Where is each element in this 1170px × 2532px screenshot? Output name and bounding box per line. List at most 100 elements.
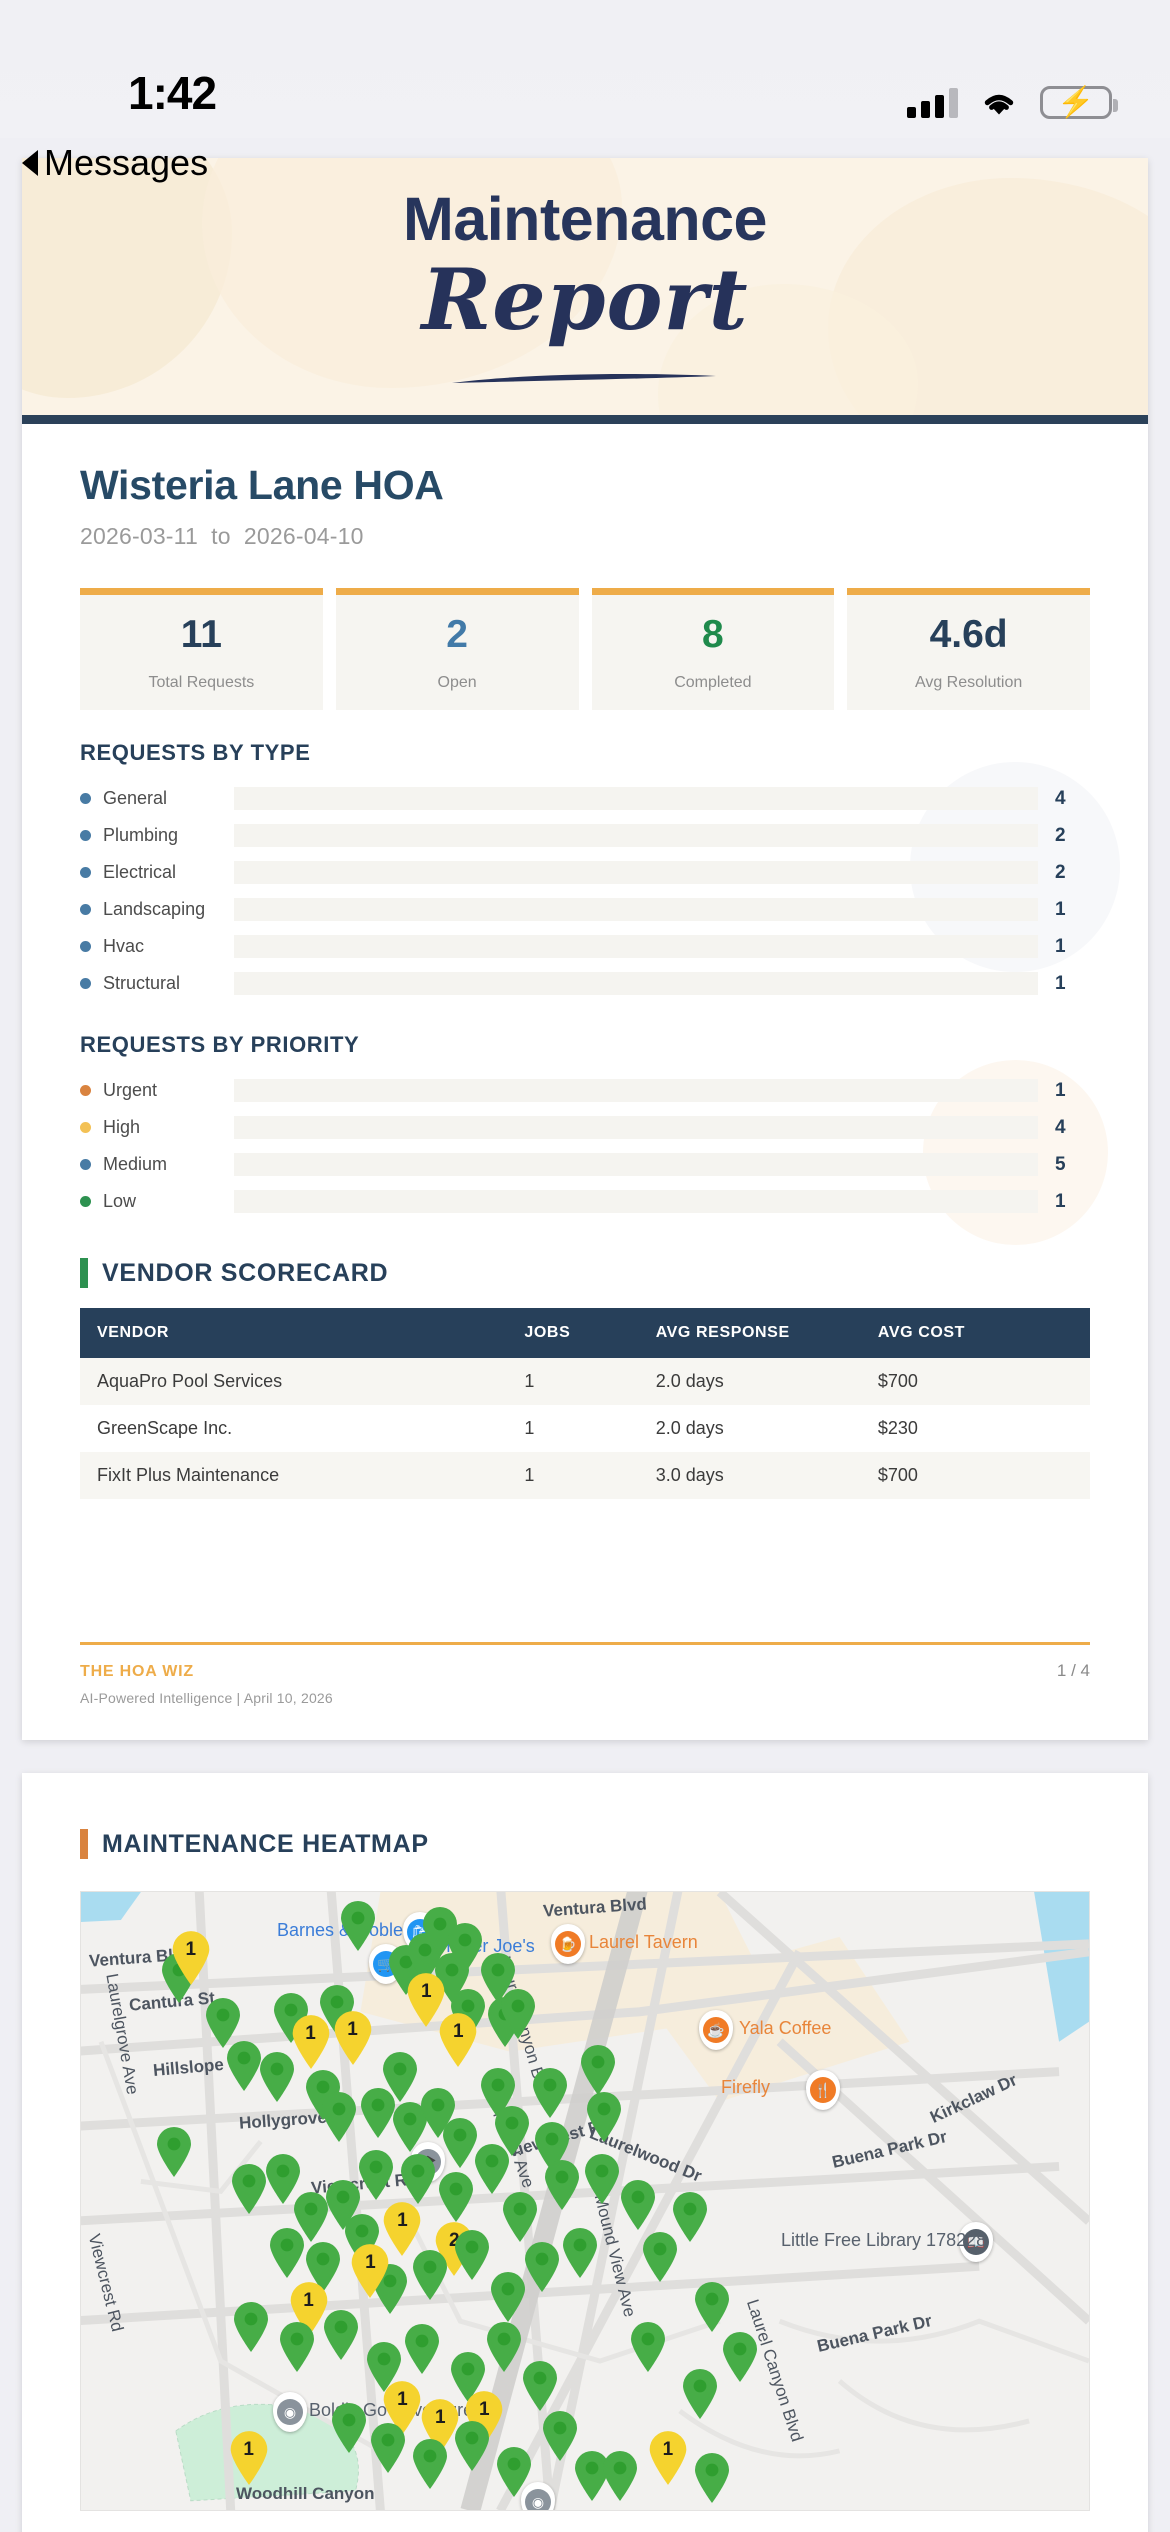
map-pin-cluster[interactable]: 1 xyxy=(418,2398,462,2454)
map-pin-request[interactable] xyxy=(323,2179,363,2231)
map-pin-request[interactable] xyxy=(402,2323,442,2375)
map-pin-cluster[interactable]: 1 xyxy=(169,1930,213,1986)
map-pin-request[interactable] xyxy=(692,2452,732,2504)
map-pin-request[interactable] xyxy=(380,2051,420,2103)
map-pin-request[interactable] xyxy=(229,2163,269,2215)
map-pin-request[interactable] xyxy=(498,1988,538,2040)
map-pin-request[interactable] xyxy=(291,2191,331,2243)
map-pin-request[interactable] xyxy=(303,2069,343,2121)
chart-title: REQUESTS BY PRIORITY xyxy=(80,1032,360,1057)
map-pin-cluster[interactable]: 1 xyxy=(331,2010,375,2066)
transit-icon[interactable]: ◉ xyxy=(521,2482,555,2510)
map-pin-cluster[interactable]: 1 xyxy=(404,1972,448,2028)
map-pin-request[interactable] xyxy=(317,1984,357,2036)
map-pin-request[interactable] xyxy=(500,2191,540,2243)
map-pin-request[interactable] xyxy=(342,2213,382,2265)
map-pin-request[interactable] xyxy=(203,1997,243,2049)
map-pin-request[interactable] xyxy=(410,2249,450,2301)
map-pin-request[interactable] xyxy=(303,2241,343,2293)
map-pin-request[interactable] xyxy=(584,2091,624,2143)
map-pin-request[interactable] xyxy=(338,1900,378,1952)
map-pin-request[interactable] xyxy=(582,2153,622,2205)
map-pin-cluster[interactable]: 1 xyxy=(348,2243,392,2299)
map-pin-request[interactable] xyxy=(494,2446,534,2498)
map-pin-request[interactable] xyxy=(358,2087,398,2139)
map-pin-request[interactable] xyxy=(578,2044,618,2096)
beer-icon[interactable]: 🍺 xyxy=(551,1924,585,1964)
map-pin-request[interactable] xyxy=(560,2227,600,2279)
map-pin-request[interactable] xyxy=(472,2143,512,2195)
map-pin-request[interactable] xyxy=(478,1952,518,2004)
map-pin-request[interactable] xyxy=(530,2067,570,2119)
library-icon[interactable]: 📖 xyxy=(959,2222,993,2262)
map-pin-request[interactable] xyxy=(680,2368,720,2420)
map-pin-request[interactable] xyxy=(692,2281,732,2333)
bar-track xyxy=(234,898,1038,921)
map-pin-cluster[interactable]: 1 xyxy=(646,2430,690,2486)
map-pin-request[interactable] xyxy=(329,2402,369,2454)
map-pin-request[interactable] xyxy=(410,2438,450,2490)
map-pin-cluster[interactable]: 1 xyxy=(380,2201,424,2257)
map-pin-request[interactable] xyxy=(445,1922,485,1974)
map-pin-request[interactable] xyxy=(368,2422,408,2474)
coffee-icon[interactable]: ☕ xyxy=(699,2010,733,2050)
map-pin-request[interactable] xyxy=(224,2040,264,2092)
map-pin-request[interactable] xyxy=(398,2153,438,2205)
map-pin-request[interactable] xyxy=(532,2121,572,2173)
map-pin-request[interactable] xyxy=(522,2241,562,2293)
map-pin-request[interactable] xyxy=(356,2149,396,2201)
map-pin-cluster[interactable]: 1 xyxy=(227,2430,271,2486)
vendor-scorecard-heading: VENDOR SCORECARD xyxy=(80,1258,1090,1288)
map-pin-cluster[interactable]: 1 xyxy=(289,2014,333,2070)
map-pin-request[interactable] xyxy=(448,2351,488,2403)
back-to-messages-button[interactable]: Messages xyxy=(22,142,208,184)
map-pin-request[interactable] xyxy=(600,2450,640,2502)
map-pin-request[interactable] xyxy=(452,2420,492,2472)
column-header-avg-response: AVG RESPONSE xyxy=(655,1308,878,1358)
map-pin-request[interactable] xyxy=(640,2231,680,2283)
map-pin-request[interactable] xyxy=(488,2271,528,2323)
map-pin-request[interactable] xyxy=(520,2360,560,2412)
map-pin-request[interactable] xyxy=(492,2105,532,2157)
chart-bar-row: Low 1 xyxy=(80,1183,1090,1220)
map-pin-request[interactable] xyxy=(277,2321,317,2373)
map-pin-request[interactable] xyxy=(390,2101,430,2153)
map-pin-request[interactable] xyxy=(319,2091,359,2143)
map-pin-request[interactable] xyxy=(418,2087,458,2139)
map-pin-request[interactable] xyxy=(364,2341,404,2393)
map-pin-request[interactable] xyxy=(231,2301,271,2353)
map-pin-request[interactable] xyxy=(540,2410,580,2462)
map-pin-request[interactable] xyxy=(670,2191,710,2243)
map-pin-request[interactable] xyxy=(321,2309,361,2361)
maintenance-heatmap-map[interactable]: Ventura Blvd Ventura Blvd Laurelgrove Av… xyxy=(80,1891,1090,2511)
map-pin-cluster[interactable]: 1 xyxy=(287,2281,331,2337)
cell-jobs: 1 xyxy=(524,1371,535,1391)
map-pin-request[interactable] xyxy=(436,2171,476,2223)
chart-bar-row: General 4 xyxy=(80,780,1090,817)
map-pin-request[interactable] xyxy=(484,2321,524,2373)
map-pin-request[interactable] xyxy=(452,2229,492,2281)
map-pin-request[interactable] xyxy=(440,2117,480,2169)
map-pin-request[interactable] xyxy=(720,2331,760,2383)
map-pin-cluster[interactable]: 1 xyxy=(380,2380,424,2436)
map-pin-request[interactable] xyxy=(478,2067,518,2119)
map-pin-cluster[interactable]: 1 xyxy=(436,2012,480,2068)
map-pin-cluster[interactable]: 1 xyxy=(462,2390,506,2446)
map-pin-request[interactable] xyxy=(542,2159,582,2211)
chart-rows: Urgent 1 High 4 Medium 5 Low 1 xyxy=(80,1072,1090,1220)
map-pin-request[interactable] xyxy=(267,2227,307,2279)
map-pin-request[interactable] xyxy=(263,2153,303,2205)
map-pin-request[interactable] xyxy=(448,1988,488,2040)
map-pin-request[interactable] xyxy=(420,1906,460,1958)
section-accent-bar xyxy=(80,1258,88,1288)
map-pin-request[interactable] xyxy=(257,2051,297,2103)
map-pin-request[interactable] xyxy=(628,2321,668,2373)
map-pin-request[interactable] xyxy=(618,2179,658,2231)
restaurant-icon[interactable]: 🍴 xyxy=(806,2070,840,2110)
map-pin-request[interactable] xyxy=(572,2450,612,2502)
map-pin-request[interactable] xyxy=(271,1992,311,2044)
map-pin-count-label: 1 xyxy=(478,2399,490,2421)
attraction-icon[interactable]: ◉ xyxy=(273,2392,307,2432)
map-pin-request[interactable] xyxy=(154,2126,194,2178)
cell-vendor: AquaPro Pool Services xyxy=(97,1371,283,1391)
